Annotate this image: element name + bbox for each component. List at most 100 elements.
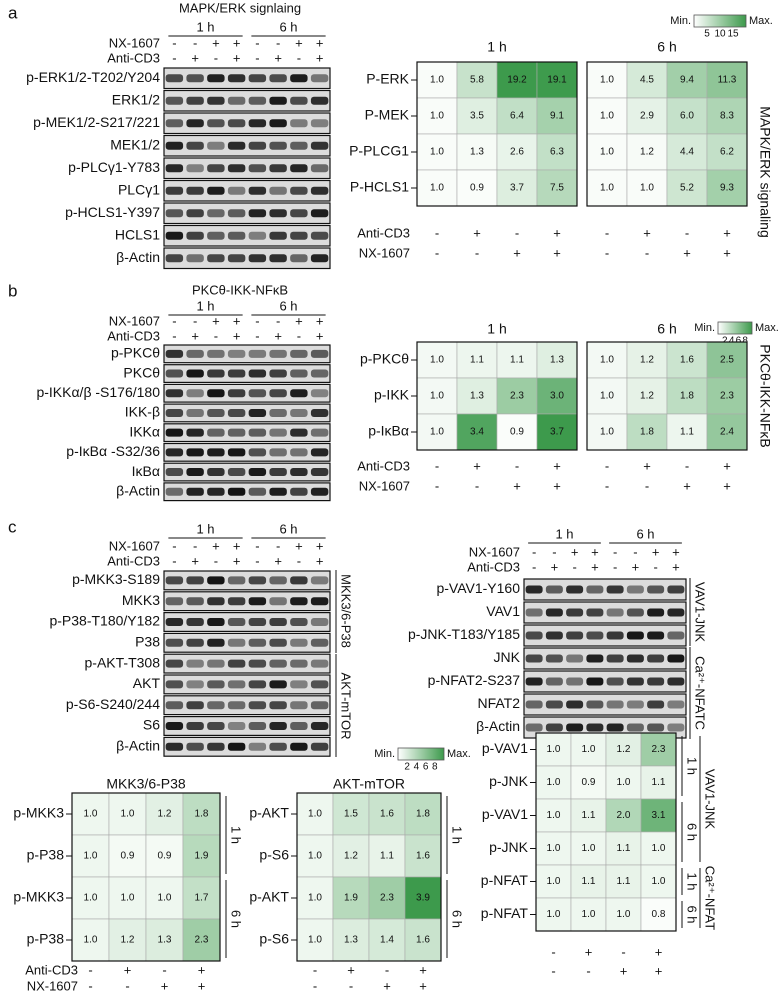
sign: - (685, 225, 689, 240)
band (606, 677, 624, 686)
sign: - (255, 313, 259, 328)
sign: - (435, 478, 439, 493)
cell-value: 19.1 (547, 75, 567, 86)
legend-min: Min. (694, 322, 715, 334)
time-label: 6 h (279, 298, 297, 313)
cell-value: 1.0 (308, 809, 322, 820)
band (165, 209, 184, 218)
heat-cell (535, 897, 572, 932)
blot-label: JNK (494, 649, 521, 665)
band (248, 659, 267, 668)
heat-cell (536, 133, 578, 171)
heat-cell (605, 864, 642, 899)
band (290, 408, 308, 417)
band (647, 723, 665, 732)
cell-value: 1.0 (547, 876, 561, 887)
blot-frame (163, 736, 331, 757)
legend-tick: 6 (423, 762, 429, 773)
cell-value: 1.0 (547, 744, 561, 755)
band (165, 638, 184, 647)
cell-value: 1.0 (617, 909, 631, 920)
band (269, 408, 287, 417)
band (525, 654, 543, 663)
band (248, 680, 267, 689)
cell-value: 3.7 (550, 427, 564, 438)
legend-max: Max. (755, 322, 778, 334)
sign: - (515, 225, 519, 240)
heat-cell (706, 377, 748, 415)
panel-title: MAPK/ERK signlaing (179, 0, 301, 15)
group-label: MKK3/6-P38 (339, 574, 354, 648)
heat-cell (145, 876, 184, 920)
cell-value: 1.0 (600, 427, 614, 438)
sign: + (551, 559, 559, 574)
band (227, 428, 246, 437)
cell-value: 1.2 (158, 809, 172, 820)
band (269, 254, 287, 263)
band (647, 700, 665, 709)
cell-value: 4.5 (640, 75, 654, 86)
cell-value: 1.4 (380, 935, 394, 946)
sign: + (643, 225, 651, 240)
sign: + (233, 313, 241, 328)
blot-frame (163, 364, 331, 384)
band (310, 701, 329, 710)
band (165, 742, 184, 751)
legend-tick: 4 (414, 762, 420, 773)
band (290, 119, 308, 128)
sign: + (233, 538, 241, 553)
band (165, 254, 184, 263)
time-label: 6 h (279, 19, 297, 34)
band (207, 680, 225, 689)
blot-frame (163, 383, 331, 403)
band (290, 448, 308, 457)
sign: - (214, 553, 218, 568)
cell-value: 1.7 (195, 893, 209, 904)
sign: - (385, 962, 389, 977)
heat-cell (404, 876, 442, 920)
band (186, 389, 204, 398)
band (186, 448, 204, 457)
sign: - (276, 35, 280, 50)
blot-label: β-Actin (116, 738, 160, 754)
sign: + (161, 978, 169, 993)
condition-label: NX-1607 (359, 245, 410, 260)
band (186, 701, 204, 710)
sign: + (591, 559, 599, 574)
sign: + (316, 328, 324, 343)
blot-label: IKKα (129, 423, 160, 439)
group-label: Ca²⁺-NFAT (703, 866, 718, 930)
cell-value: 3.7 (510, 183, 524, 194)
band (207, 659, 225, 668)
band (269, 659, 287, 668)
row-label: p-MKK3 (13, 805, 64, 821)
blot-label: p-NFAT2-S237 (428, 672, 521, 688)
row-label: p-P38 (27, 931, 65, 947)
blot-label: p-PLCγ1-Y783 (68, 159, 160, 175)
band (545, 631, 563, 640)
cell-value: 1.6 (380, 809, 394, 820)
sign: - (255, 35, 259, 50)
cell-value: 9.3 (720, 183, 734, 194)
cell-value: 1.0 (547, 909, 561, 920)
heat-cell (416, 97, 458, 135)
sign: + (652, 544, 660, 559)
sign: - (572, 559, 576, 574)
band (269, 597, 287, 606)
band (207, 231, 225, 240)
heat-cell (145, 918, 184, 962)
blot-frame (523, 578, 687, 601)
heatmap-title: MKK3/6-P38 (106, 776, 186, 792)
cell-value: 1.5 (344, 809, 358, 820)
band (186, 186, 204, 195)
blot-label: p-VAV1-Y160 (436, 580, 520, 596)
band (290, 349, 308, 358)
heat-cell (496, 61, 538, 99)
band (290, 722, 308, 730)
blot-label: p-AKT-T308 (85, 654, 161, 670)
cell-value: 1.8 (195, 809, 209, 820)
heat-cell (626, 341, 668, 379)
sign: - (255, 328, 259, 343)
band (290, 369, 308, 378)
blot-frame (163, 462, 331, 482)
